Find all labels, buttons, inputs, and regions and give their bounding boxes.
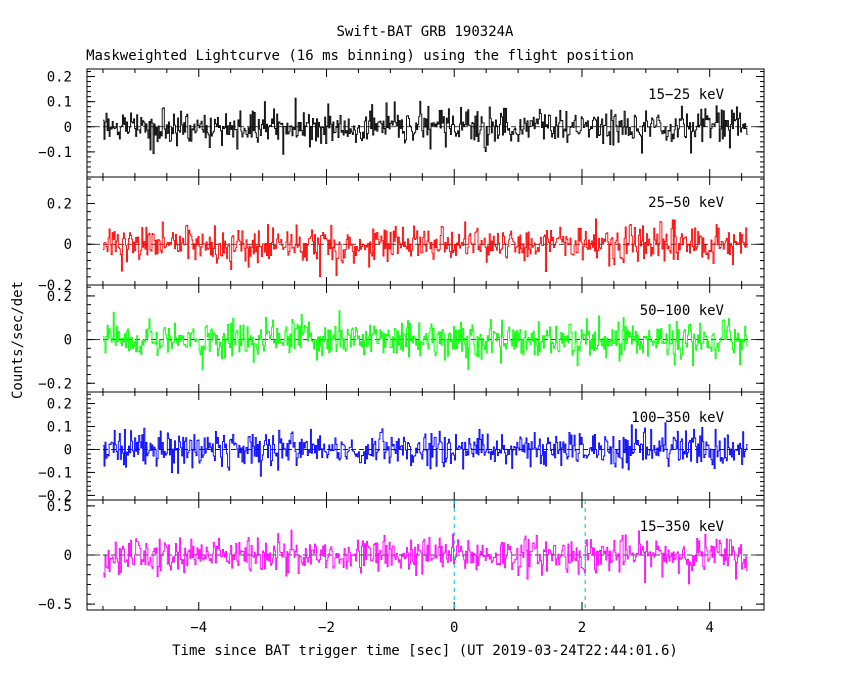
y-tick-label: −0.2 — [38, 278, 72, 294]
band-label: 100−350 keV — [631, 410, 724, 426]
y-axis-label: Counts/sec/det — [10, 281, 26, 399]
y-tick-label: 0.1 — [47, 419, 72, 435]
y-tick-label: −0.2 — [38, 488, 72, 504]
lightcurve-series — [103, 97, 748, 155]
y-tick-label: 0 — [64, 548, 72, 564]
chart-title: Swift-BAT GRB 190324A — [336, 24, 514, 40]
x-tick-label: 4 — [705, 620, 713, 636]
lightcurve-series — [103, 422, 748, 477]
panel-1: −0.1 0 0.1 0.2 15−25 keV — [38, 68, 765, 178]
y-tick-label: 0.2 — [47, 196, 72, 212]
y-tick-label: −0.1 — [38, 465, 72, 481]
y-tick-label: −0.1 — [38, 145, 72, 161]
panel-3: −0.2 0 0.2 50−100 keV — [38, 284, 765, 393]
band-label: 15−25 keV — [648, 87, 724, 103]
y-tick-label: 0 — [64, 237, 72, 253]
x-tick-label: 2 — [578, 620, 586, 636]
band-label: 15−350 keV — [640, 519, 725, 535]
y-tick-label: 0 — [64, 442, 72, 458]
panel-2: −0.2 0 0.2 25−50 keV — [38, 176, 765, 294]
y-tick-label: 0.1 — [47, 95, 72, 111]
lightcurve-series — [103, 310, 748, 371]
band-label: 25−50 keV — [648, 195, 724, 211]
y-tick-label: 0 — [64, 333, 72, 349]
y-tick-label: 0.2 — [47, 289, 72, 305]
panel-5: −0.5 0 0.5 15−350 keV — [38, 499, 765, 613]
y-tick-label: 0 — [64, 120, 72, 136]
y-tick-label: 0.2 — [47, 70, 72, 86]
x-tick-label: −4 — [190, 620, 207, 636]
lightcurve-series — [103, 529, 748, 585]
panels-group: −0.100.10.215−25 keV−0.200.2 25−50 keV−0.… — [38, 68, 765, 636]
band-label: 50−100 keV — [640, 303, 725, 319]
y-tick-label: 0.5 — [47, 499, 72, 515]
y-tick-label: −0.5 — [38, 597, 72, 613]
panel-4: −0.2 −0.1 0 0.1 0.2 100−350 keV — [38, 391, 765, 504]
chart-subtitle: Maskweighted Lightcurve (16 ms binning) … — [86, 48, 634, 64]
x-axis-label: Time since BAT trigger time [sec] (UT 20… — [172, 643, 678, 659]
y-tick-label: 0.2 — [47, 396, 72, 412]
x-tick-label: −2 — [318, 620, 335, 636]
y-tick-label: −0.2 — [38, 376, 72, 392]
x-tick-label: 0 — [450, 620, 458, 636]
lightcurve-series — [103, 218, 748, 277]
